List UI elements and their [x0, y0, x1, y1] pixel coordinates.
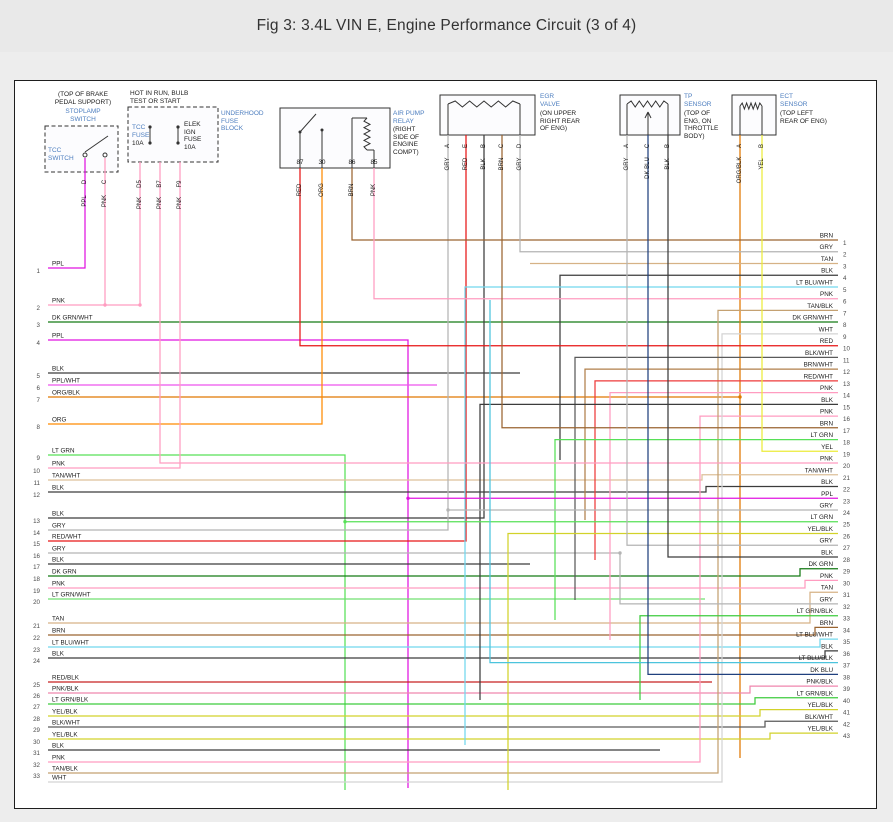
tcc-fuse-amp-label: 10A	[132, 140, 144, 147]
elek-ign-fuse-label: ELEK IGN FUSE	[184, 121, 202, 144]
tp-sensor-label: TP SENSOR	[684, 93, 712, 108]
title-bar: Fig 3: 3.4L VIN E, Engine Performance Ci…	[0, 0, 893, 52]
stoplamp-switch-label: STOPLAMP SWITCH	[65, 108, 101, 123]
diagram-border	[14, 80, 877, 809]
ect-sensor-label: ECT SENSOR	[780, 93, 808, 108]
elek-ign-fuse-amp-label: 10A	[184, 144, 196, 151]
air-pump-relay-label: AIR PUMP RELAY	[393, 110, 425, 125]
figure-title: Fig 3: 3.4L VIN E, Engine Performance Ci…	[256, 17, 637, 34]
tcc-switch-label: TCC SWITCH	[48, 147, 74, 162]
stoplamp-location-label: (TOP OF BRAKE PEDAL SUPPORT)	[54, 91, 112, 106]
air-pump-relay-location-label: (RIGHT SIDE OF ENGINE COMPT)	[393, 126, 420, 156]
tcc-fuse-label: TCC FUSE	[132, 124, 150, 139]
underhood-fuse-block-label: UNDERHOOD FUSE BLOCK	[221, 110, 264, 133]
ect-sensor-location-label: (TOP LEFT REAR OF ENG)	[780, 110, 827, 125]
fuse-condition-label: HOT IN RUN, BULB TEST OR START	[130, 90, 189, 105]
egr-valve-location-label: (ON UPPER RIGHT REAR OF ENG)	[540, 110, 580, 133]
tp-sensor-location-label: (TOP OF ENG, ON THROTTLE BODY)	[684, 110, 719, 140]
egr-valve-label: EGR VALVE	[540, 93, 560, 108]
